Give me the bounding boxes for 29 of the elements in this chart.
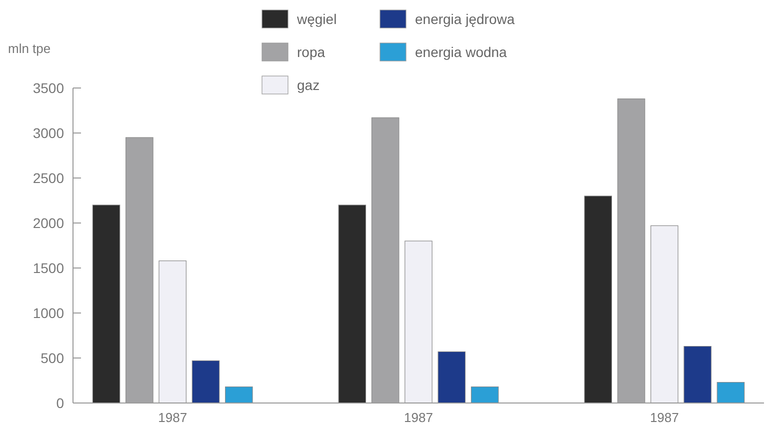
y-tick-label: 3500	[32, 80, 64, 96]
x-tick-label: 1987	[650, 410, 679, 425]
legend-label: energia wodna	[415, 44, 508, 60]
legend-label: ropa	[297, 44, 326, 60]
bar	[716, 382, 745, 404]
bar	[404, 240, 432, 404]
y-tick-label: 500	[40, 350, 64, 366]
bar	[192, 360, 220, 404]
y-tick-label: 1500	[32, 260, 64, 276]
y-tick-label: 0	[56, 395, 64, 411]
legend-label: węgiel	[296, 11, 337, 27]
y-tick-label: 3000	[32, 125, 64, 141]
y-tick-label: 1000	[32, 305, 64, 321]
bar	[684, 346, 712, 404]
bar	[470, 386, 499, 404]
y-tick-label: 2500	[32, 170, 64, 186]
y-tick-label: 2000	[32, 215, 64, 231]
bar	[92, 204, 120, 404]
bar	[584, 196, 612, 404]
bar	[225, 386, 253, 404]
y-axis-title: mln tpe	[8, 41, 51, 56]
legend-label: gaz	[297, 77, 320, 93]
bar	[438, 351, 466, 404]
x-tick-label: 1987	[158, 410, 188, 425]
bar	[338, 204, 366, 404]
bar	[650, 225, 678, 404]
bar	[158, 260, 186, 404]
legend-label: energia jędrowa	[415, 11, 515, 27]
x-tick-label: 1987	[404, 410, 433, 425]
